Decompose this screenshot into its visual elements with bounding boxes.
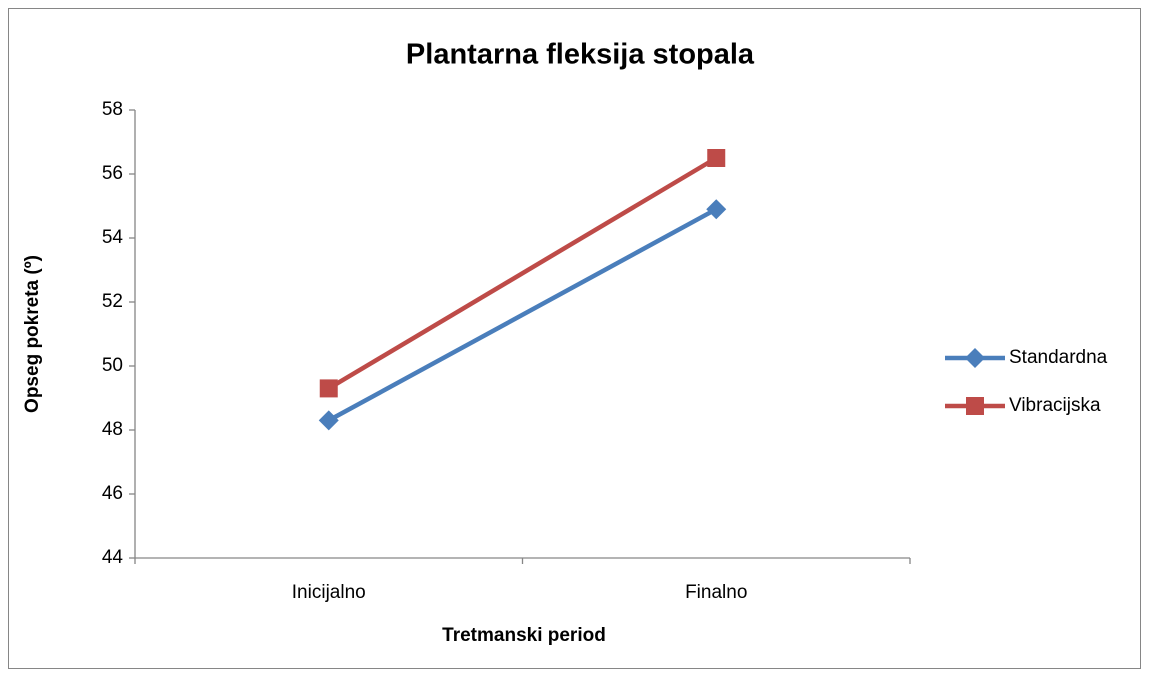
y-tick-label: 56	[102, 163, 123, 184]
marker	[965, 348, 985, 368]
series-line	[327, 156, 718, 391]
legend-label: Vibracijska	[1009, 395, 1101, 416]
y-axis-title: Opseg pokreta (º)	[22, 255, 43, 413]
chart-frame	[8, 8, 1141, 669]
y-tick-label: 46	[102, 483, 123, 504]
y-tick-label: 48	[102, 419, 123, 440]
marker	[706, 199, 727, 220]
marker	[319, 379, 338, 398]
x-axis-title: Tretmanski period	[442, 625, 606, 646]
y-tick-label: 52	[102, 291, 123, 312]
series-line	[327, 207, 718, 423]
marker	[966, 397, 984, 415]
x-tick-label: Finalno	[685, 582, 747, 603]
y-tick-label: 58	[102, 99, 123, 120]
marker	[707, 149, 726, 167]
y-tick-label: 54	[102, 227, 124, 248]
marker	[318, 410, 339, 431]
y-tick-label: 44	[102, 547, 124, 568]
legend-label: Standardna	[1009, 347, 1108, 368]
chart-title: Plantarna fleksija stopala	[406, 39, 755, 71]
y-tick-label: 50	[102, 355, 123, 376]
x-tick-label: Inicijalno	[292, 582, 366, 603]
